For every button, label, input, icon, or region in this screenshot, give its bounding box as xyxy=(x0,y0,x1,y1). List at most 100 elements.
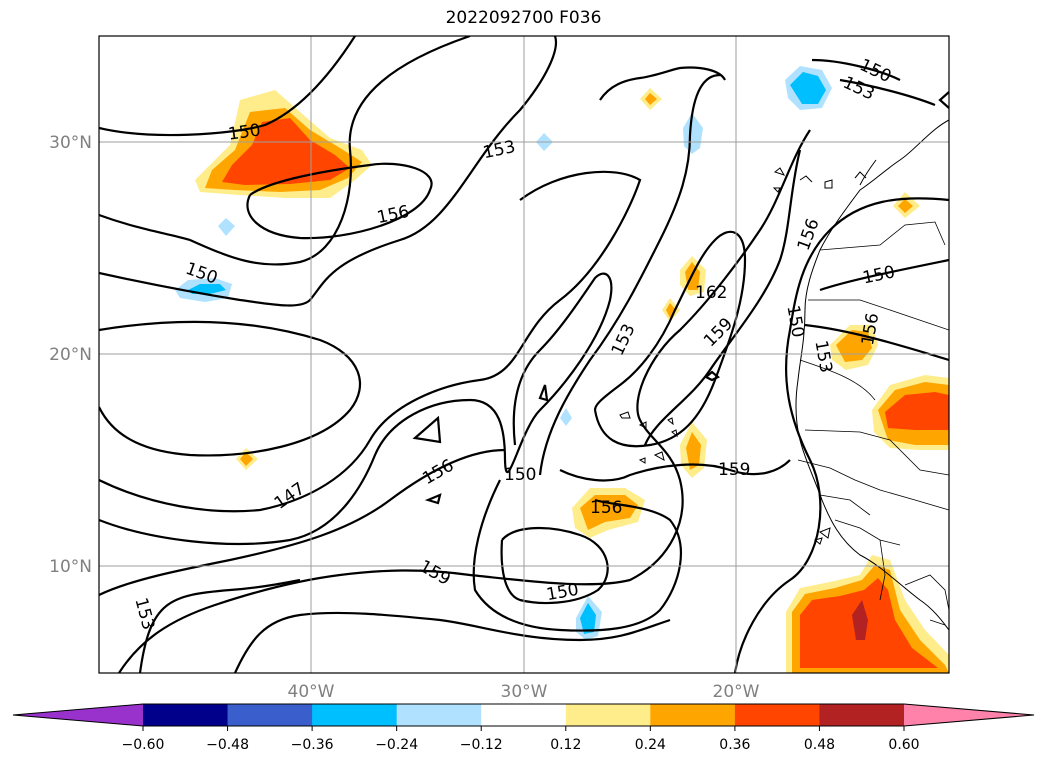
contour-line xyxy=(99,272,613,546)
contour-line xyxy=(472,479,682,632)
shaded-region xyxy=(898,199,913,213)
contour-line xyxy=(99,170,642,513)
coastline xyxy=(619,411,631,419)
border-line xyxy=(879,539,886,601)
colorbar-tick-label: −0.48 xyxy=(206,737,249,753)
colorbar-tick-label: 0.36 xyxy=(719,737,750,753)
coastline xyxy=(818,527,831,539)
colorbar-segment xyxy=(396,704,482,726)
contour-line xyxy=(246,162,433,240)
coastline xyxy=(773,167,786,176)
shaded-region xyxy=(666,303,676,318)
shaded-region xyxy=(560,408,572,426)
colorbar-tick-label: −0.60 xyxy=(122,737,165,753)
coastline xyxy=(859,159,877,186)
colorbar-tick-label: 0.60 xyxy=(888,737,919,753)
contour-line xyxy=(593,230,747,448)
colorbar-tick-label: 0.24 xyxy=(635,737,666,753)
contour-line xyxy=(938,91,949,109)
coastlines xyxy=(619,119,949,631)
coastline xyxy=(638,421,647,429)
border-line xyxy=(819,221,946,251)
contour-line xyxy=(99,36,558,307)
contour-line xyxy=(704,370,720,382)
coastline xyxy=(824,179,833,189)
shaded-region xyxy=(800,578,938,668)
contour-line xyxy=(643,149,802,446)
colorbar-tick-label: 0.48 xyxy=(804,737,835,753)
lat-label: 30°N xyxy=(49,133,92,153)
border-line xyxy=(804,429,949,476)
contour-line xyxy=(99,320,362,457)
colorbar-tick-label: −0.24 xyxy=(375,737,418,753)
border-line xyxy=(797,459,949,511)
shaded-region xyxy=(686,432,701,470)
contour-label: 156 xyxy=(590,498,622,518)
colorbar-segment xyxy=(481,704,567,726)
contour-label: 150 xyxy=(504,465,536,485)
contour-line xyxy=(233,611,671,673)
contour-line xyxy=(559,459,791,482)
shaded-region xyxy=(852,600,868,640)
coastline xyxy=(671,429,678,438)
coastline xyxy=(813,537,823,545)
shaded-region xyxy=(683,113,703,154)
map-title: 2022092700 F036 xyxy=(445,8,602,28)
contour-line xyxy=(99,448,506,596)
contour-line xyxy=(138,578,301,673)
contour-line xyxy=(733,197,949,673)
coastline xyxy=(667,417,674,426)
colorbar-segment xyxy=(143,704,229,726)
colorbar-tick-label: 0.12 xyxy=(550,737,581,753)
coastline xyxy=(638,457,646,464)
contour-line xyxy=(424,493,442,505)
colorbar-tick-label: −0.36 xyxy=(291,737,334,753)
contour-lines xyxy=(99,36,949,673)
colorbar-extend-high xyxy=(904,704,1034,726)
contour-line xyxy=(500,527,609,605)
contour-label: 159 xyxy=(718,460,750,480)
colorbar-segment xyxy=(819,704,905,726)
colorbar-extend-low xyxy=(13,704,143,726)
coastline xyxy=(854,171,867,179)
contour-line xyxy=(412,415,442,444)
shaded-region xyxy=(218,218,235,236)
colorbar-segment xyxy=(565,704,651,726)
gridlines xyxy=(99,36,949,673)
contour-line xyxy=(811,58,901,81)
contour-line xyxy=(819,258,949,292)
shaded-region xyxy=(790,72,826,104)
coastline xyxy=(653,451,665,461)
shaded-field xyxy=(175,66,949,673)
border-line xyxy=(904,574,949,611)
contour-label: 162 xyxy=(695,283,727,303)
coastline xyxy=(799,175,813,183)
lon-label: 40°W xyxy=(288,682,335,702)
lat-label: 20°N xyxy=(49,345,92,365)
lon-label: 30°W xyxy=(501,682,548,702)
coastline xyxy=(772,187,781,193)
border-line xyxy=(929,619,946,626)
contour-line xyxy=(538,73,721,476)
shaded-region xyxy=(580,495,638,530)
contour-line xyxy=(538,384,549,402)
colorbar-segment xyxy=(227,704,313,726)
contour-line xyxy=(804,323,949,362)
shaded-region xyxy=(580,603,596,634)
shaded-region xyxy=(222,118,350,185)
map-frame xyxy=(98,35,950,674)
lon-label: 20°W xyxy=(713,682,760,702)
coastline xyxy=(795,119,949,631)
border-line xyxy=(808,299,949,331)
colorbar-segment xyxy=(650,704,736,726)
border-line xyxy=(834,519,901,546)
contour-line xyxy=(118,129,811,673)
shaded-region xyxy=(188,284,226,294)
shaded-region xyxy=(240,452,253,466)
shaded-region xyxy=(885,392,949,430)
contour-label: 150 xyxy=(227,120,262,144)
border-line xyxy=(819,494,871,516)
shaded-region xyxy=(645,93,657,105)
contour-line xyxy=(99,36,356,137)
